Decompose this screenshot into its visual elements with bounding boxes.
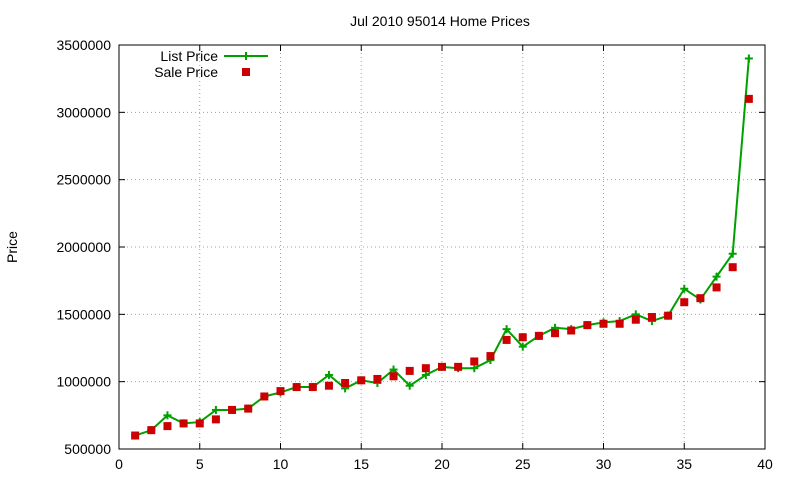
y-tick-label: 2500000 (56, 172, 111, 188)
tick-labels: 500000 1000000 1500000 2000000 2500000 300000… (56, 37, 773, 472)
plot-frame (118, 44, 766, 450)
list-price-point (405, 381, 414, 390)
list-price-point (470, 364, 479, 373)
list-price-point (712, 272, 721, 281)
sale-price-point (615, 319, 624, 328)
sale-price-point (373, 374, 382, 383)
sale-price-point (696, 294, 705, 303)
sale-price-point (599, 319, 608, 328)
sale-price-point (260, 392, 269, 401)
sale-price-point (728, 263, 737, 272)
sale-price-point (179, 419, 188, 428)
legend-sale-price-marker (242, 68, 250, 76)
y-tick-label: 3000000 (56, 104, 111, 120)
x-tick-label: 5 (196, 456, 204, 472)
list-price-point (211, 405, 220, 414)
series (131, 54, 753, 440)
y-tick-label: 1000000 (56, 374, 111, 390)
sale-price-point (341, 379, 350, 388)
sale-price-point (744, 94, 753, 103)
x-tick-label: 15 (353, 456, 369, 472)
sale-price-point (551, 329, 560, 338)
sale-price-point (631, 315, 640, 324)
x-tick-label: 40 (757, 456, 773, 472)
legend-label-sale-price: Sale Price (154, 64, 218, 80)
sale-price-point (147, 426, 156, 435)
x-tick-label: 25 (515, 456, 531, 472)
legend-label-list-price: List Price (160, 48, 218, 64)
sale-price-point (647, 313, 656, 322)
sale-price-point (195, 419, 204, 428)
list-price-point (518, 342, 527, 351)
sale-price-point (389, 372, 398, 381)
sale-price-point (276, 387, 285, 396)
sale-price-point (502, 335, 511, 344)
sale-price-point (712, 283, 721, 292)
sale-price-point (664, 311, 673, 320)
list-price-point (389, 365, 398, 374)
sale-price-point (405, 366, 414, 375)
sale-price-point (292, 383, 301, 392)
sale-price-point (357, 376, 366, 385)
list-price-point (163, 411, 172, 420)
sale-price-point (567, 326, 576, 335)
sale-price-point (470, 357, 479, 366)
list-price-point (324, 370, 333, 379)
sale-price-point (244, 404, 253, 413)
sale-price-point (308, 383, 317, 392)
sale-price-point (454, 362, 463, 371)
sale-price-point (583, 321, 592, 330)
sale-price-point (211, 415, 220, 424)
y-axis-label: Price (4, 231, 20, 263)
list-price-point (502, 325, 511, 334)
list-price-point (728, 249, 737, 258)
sale-price-point (228, 405, 237, 414)
x-tick-label: 20 (434, 456, 450, 472)
list-price-point (744, 54, 753, 63)
sale-price-point (438, 362, 446, 371)
sale-price-point (680, 298, 689, 307)
sale-price-point (534, 331, 543, 340)
x-tick-label: 0 (115, 456, 123, 472)
grid (118, 44, 766, 450)
sale-price-point (163, 422, 172, 431)
sale-price-point (518, 333, 527, 342)
x-tick-label: 30 (596, 456, 612, 472)
sale-price-point (131, 431, 140, 440)
chart-title: Jul 2010 95014 Home Prices (350, 13, 530, 29)
y-tick-label: 500000 (64, 441, 111, 457)
sale-price-point (486, 352, 495, 361)
sale-price-point (324, 381, 333, 390)
y-tick-label: 2000000 (56, 239, 111, 255)
sale-price-point (421, 364, 430, 373)
x-tick-label: 10 (273, 456, 289, 472)
list-price-point (421, 370, 430, 379)
y-tick-label: 1500000 (56, 306, 111, 322)
legend-list-price-marker (242, 52, 250, 60)
y-tick-label: 3500000 (56, 37, 111, 53)
legend: List Price Sale Price (154, 48, 268, 80)
x-tick-label: 35 (676, 456, 692, 472)
list-price-point (680, 284, 689, 293)
